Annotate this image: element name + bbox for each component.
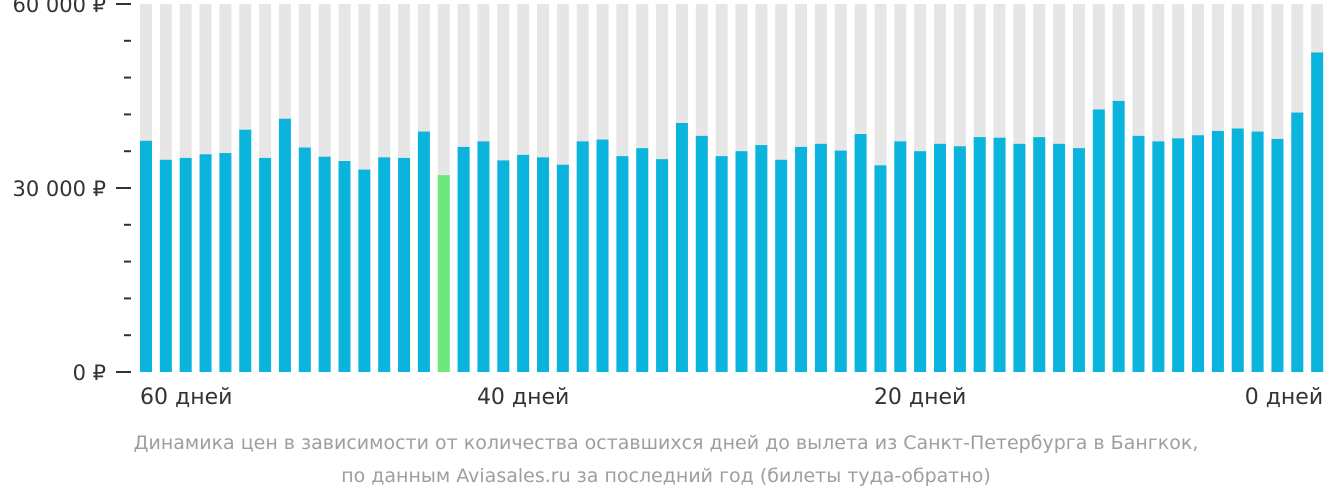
price-bar[interactable]	[675, 122, 688, 372]
price-bar[interactable]	[1033, 137, 1046, 372]
price-bar[interactable]	[537, 157, 549, 372]
price-bar[interactable]	[1271, 138, 1284, 372]
price-bar[interactable]	[140, 140, 152, 372]
price-bar[interactable]	[1152, 141, 1165, 372]
price-bar[interactable]	[854, 134, 867, 372]
price-bar[interactable]	[1311, 52, 1324, 372]
y-tick-label: 30 000 ₽	[12, 177, 106, 201]
price-bar[interactable]	[278, 118, 291, 373]
background-bars	[140, 4, 1324, 372]
price-bar[interactable]	[497, 160, 510, 372]
y-axis: 0 ₽ 30 000 ₽ 60 000 ₽	[12, 0, 131, 385]
price-bar[interactable]	[795, 146, 808, 372]
price-bar[interactable]	[1291, 112, 1304, 372]
price-bar[interactable]	[517, 154, 530, 372]
price-bar-cheapest[interactable]	[437, 175, 450, 372]
price-bar[interactable]	[934, 143, 946, 372]
price-bar[interactable]	[1013, 143, 1026, 372]
price-bar[interactable]	[695, 135, 708, 372]
price-bar[interactable]	[477, 141, 490, 372]
price-bar[interactable]	[1072, 148, 1085, 372]
price-bar[interactable]	[755, 145, 768, 372]
price-bar[interactable]	[715, 156, 728, 372]
y-tick-label: 60 000 ₽	[12, 0, 106, 17]
price-bar[interactable]	[1112, 100, 1125, 372]
chart-caption-line-1: Динамика цен в зависимости от количества…	[133, 432, 1199, 454]
price-bar[interactable]	[219, 153, 232, 372]
price-bar[interactable]	[199, 154, 212, 372]
x-tick-label: 20 дней	[874, 385, 966, 410]
price-bar[interactable]	[973, 137, 986, 372]
price-bar[interactable]	[1211, 130, 1224, 372]
price-bar[interactable]	[457, 146, 470, 372]
price-bar[interactable]	[417, 131, 430, 372]
price-bar[interactable]	[1231, 128, 1244, 372]
price-bar[interactable]	[239, 129, 252, 372]
price-bar[interactable]	[953, 146, 966, 372]
price-bar[interactable]	[814, 143, 827, 372]
price-bar[interactable]	[159, 159, 172, 372]
price-bar[interactable]	[1172, 138, 1185, 372]
x-tick-label: 0 дней	[1245, 385, 1323, 410]
price-bar[interactable]	[616, 156, 629, 372]
price-bar[interactable]	[914, 151, 927, 372]
price-bar[interactable]	[1251, 131, 1264, 372]
price-bar[interactable]	[874, 165, 887, 372]
price-bar[interactable]	[834, 150, 847, 372]
price-bar[interactable]	[1053, 143, 1066, 372]
price-bar[interactable]	[596, 139, 609, 372]
price-bar[interactable]	[894, 141, 907, 372]
x-tick-label: 60 дней	[140, 385, 232, 410]
price-bar[interactable]	[1132, 135, 1145, 372]
y-tick-label: 0 ₽	[73, 361, 106, 385]
price-bars	[140, 52, 1324, 373]
price-bar[interactable]	[298, 147, 311, 372]
price-bar[interactable]	[358, 169, 371, 372]
price-bar[interactable]	[259, 157, 272, 372]
price-bar[interactable]	[636, 148, 649, 372]
price-bar[interactable]	[556, 164, 569, 372]
price-bar[interactable]	[338, 161, 351, 372]
price-bar[interactable]	[656, 159, 669, 372]
price-bar[interactable]	[1192, 135, 1205, 372]
price-bar[interactable]	[576, 141, 589, 372]
price-bar[interactable]	[378, 157, 391, 372]
price-bar[interactable]	[775, 159, 788, 372]
price-bar[interactable]	[1092, 109, 1105, 372]
price-bar[interactable]	[179, 157, 192, 372]
price-bar[interactable]	[735, 151, 748, 372]
x-axis: 60 дней 40 дней 20 дней 0 дней	[140, 385, 1323, 410]
x-tick-label: 40 дней	[477, 385, 569, 410]
chart-caption-line-2: по данным Aviasales.ru за последний год …	[341, 465, 991, 487]
price-bar[interactable]	[398, 157, 411, 372]
price-bar[interactable]	[993, 137, 1006, 372]
price-bar[interactable]	[318, 156, 331, 372]
